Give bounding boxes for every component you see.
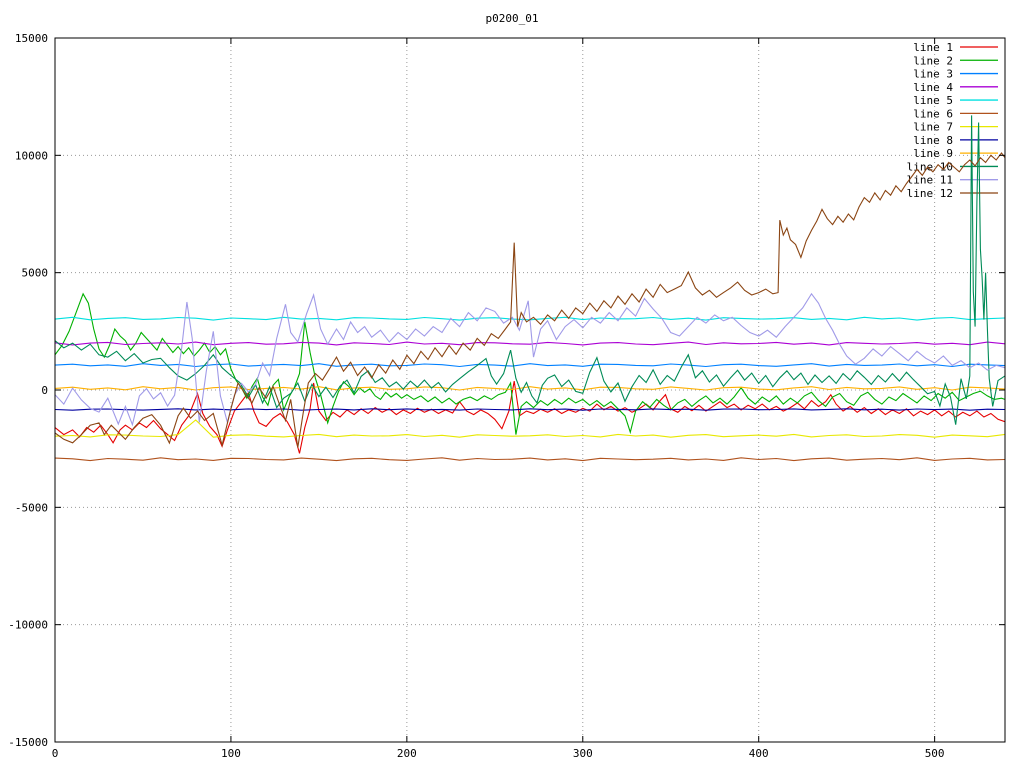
legend-label: line 10 bbox=[907, 160, 953, 173]
legend-label: line 7 bbox=[913, 121, 953, 134]
x-tick-label: 500 bbox=[925, 747, 945, 760]
y-tick-label: 5000 bbox=[22, 267, 49, 280]
series-line-8 bbox=[55, 408, 1005, 411]
series-line-4 bbox=[55, 341, 1005, 346]
y-tick-label: -5000 bbox=[15, 501, 48, 514]
legend-label: line 12 bbox=[907, 187, 953, 200]
y-tick-label: -10000 bbox=[8, 619, 48, 632]
series-line-6 bbox=[55, 457, 1005, 462]
series-line-9 bbox=[55, 386, 1005, 391]
legend-label: line 9 bbox=[913, 147, 953, 160]
x-tick-label: 0 bbox=[52, 747, 59, 760]
series-line-3 bbox=[55, 363, 1005, 368]
y-tick-label: -15000 bbox=[8, 736, 48, 749]
x-tick-label: 300 bbox=[573, 747, 593, 760]
legend-label: line 2 bbox=[913, 54, 953, 67]
series-line-7 bbox=[55, 419, 1005, 438]
axes bbox=[54, 37, 1006, 743]
legend-label: line 6 bbox=[913, 107, 953, 120]
x-tick-label: 100 bbox=[221, 747, 241, 760]
y-tick-label: 15000 bbox=[15, 32, 48, 45]
x-tick-label: 200 bbox=[397, 747, 417, 760]
series-line-10 bbox=[55, 115, 1005, 425]
y-tick-label: 10000 bbox=[15, 149, 48, 162]
legend-label: line 3 bbox=[913, 68, 953, 81]
series-line-12 bbox=[55, 152, 1005, 448]
chart-title: p0200_01 bbox=[485, 12, 539, 25]
x-tick-label: 400 bbox=[749, 747, 769, 760]
y-tick-label: 0 bbox=[41, 384, 48, 397]
series-line-2 bbox=[55, 292, 1005, 435]
legend-label: line 11 bbox=[907, 174, 953, 187]
series-line-11 bbox=[55, 292, 1005, 427]
legend-label: line 8 bbox=[913, 134, 953, 147]
legend-label: line 4 bbox=[913, 81, 953, 94]
series-group bbox=[55, 115, 1005, 462]
legend-label: line 5 bbox=[913, 94, 953, 107]
tick-labels: 0 100 200 300 400 500 -15000 -10000 -5000 0 5000 10… bbox=[8, 32, 944, 760]
legend-label: line 1 bbox=[913, 41, 953, 54]
